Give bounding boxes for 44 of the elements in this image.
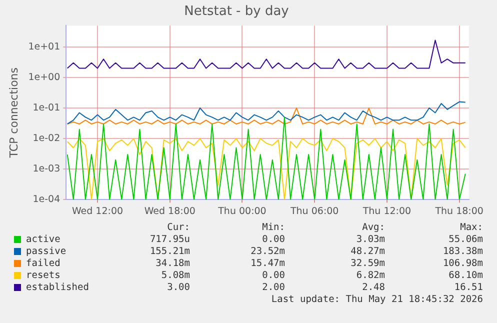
text: 3.03m <box>356 234 385 245</box>
text: 34.18m <box>156 258 190 269</box>
text: 6.82m <box>356 270 385 281</box>
legend-label: established <box>26 282 89 293</box>
chart-title: Netstat - by day <box>184 4 290 20</box>
text: 55.06m <box>448 234 483 245</box>
text: 2.48 <box>362 282 385 293</box>
y-tick-label: 1e-04 <box>32 194 60 206</box>
text: Cur: <box>167 222 190 233</box>
text: 48.27m <box>350 246 385 257</box>
text: 106.98m <box>442 258 483 269</box>
text: 16.51 <box>454 282 483 293</box>
text: 183.38m <box>442 246 483 257</box>
y-tick-label: 1e+01 <box>28 41 60 52</box>
text: Max: <box>460 222 483 233</box>
x-tick-label: Thu 12:00 <box>362 206 412 217</box>
y-tick-label: 1e-03 <box>32 164 60 175</box>
text: 0.00 <box>262 234 285 245</box>
text: Avg: <box>362 222 385 233</box>
text: 155.21m <box>150 246 190 257</box>
text: 32.59m <box>350 258 385 269</box>
x-tick-label: Wed 18:00 <box>144 206 196 217</box>
legend-label: resets <box>26 270 60 281</box>
legend-label: passive <box>26 246 66 257</box>
y-tick-label: 1e-02 <box>32 133 60 144</box>
legend-label: failed <box>26 258 60 269</box>
text: 0.00 <box>262 270 285 281</box>
text: Last update: Thu May 21 18:45:32 2026 <box>271 294 483 305</box>
text: 68.10m <box>448 270 483 281</box>
text: 23.52m <box>250 246 285 257</box>
text: 2.00 <box>262 282 285 293</box>
x-tick-label: Thu 00:00 <box>217 206 266 217</box>
legend-label: active <box>26 234 60 245</box>
x-tick-label: Wed 12:00 <box>72 206 124 217</box>
text: 5.08m <box>161 270 190 281</box>
y-tick-label: 1e+00 <box>28 72 60 83</box>
text: Min: <box>262 222 285 233</box>
y-tick-label: 1e-01 <box>32 102 60 114</box>
text: 717.95u <box>150 234 190 245</box>
text: 3.00 <box>167 282 190 293</box>
text: 15.47m <box>250 258 285 269</box>
x-tick-label: Thu 18:00 <box>434 206 484 217</box>
x-tick-label: Thu 06:00 <box>289 206 339 217</box>
y-axis-title: TCP connections <box>7 67 20 159</box>
